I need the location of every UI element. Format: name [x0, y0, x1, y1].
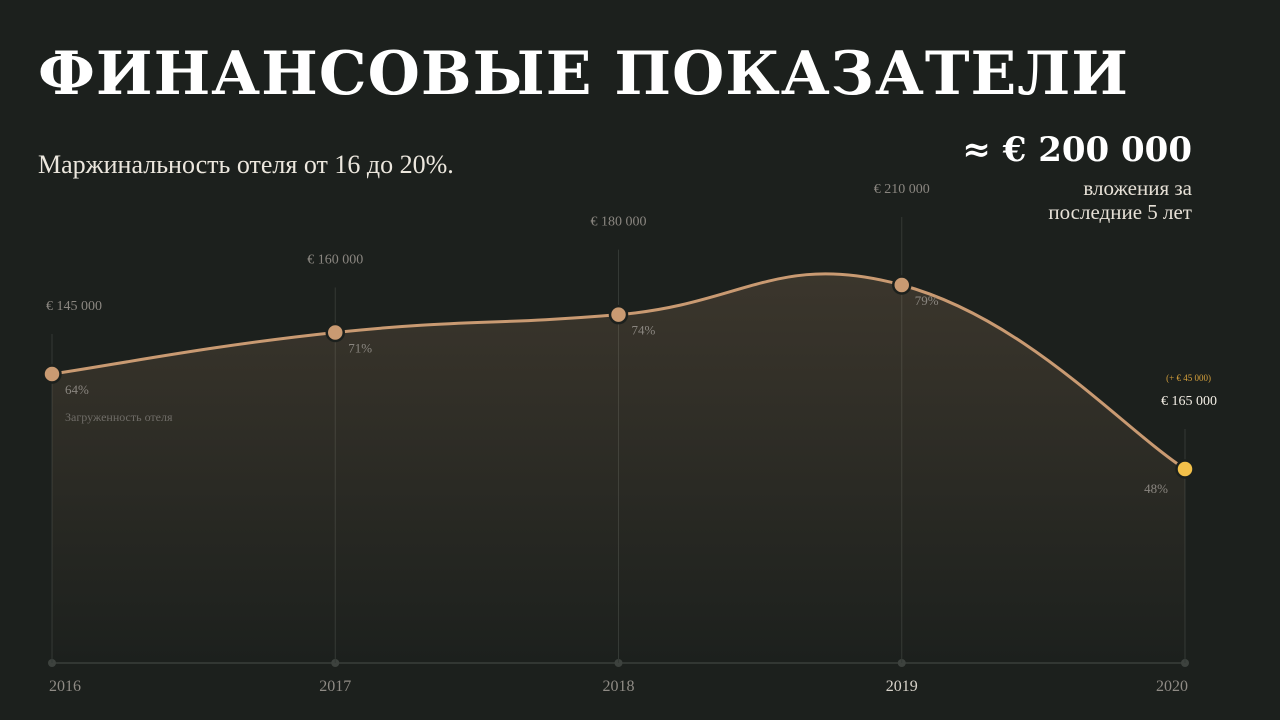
investment-caption: вложения за последние 5 лет: [1048, 176, 1192, 224]
data-point: [892, 275, 912, 295]
data-point: [325, 322, 345, 343]
x-tick-label: 2018: [603, 678, 635, 695]
value-label: 74%: [632, 323, 656, 338]
value-label: 79%: [915, 293, 939, 308]
revenue-label: € 145 000: [46, 299, 102, 314]
x-tick-label: 2017: [319, 678, 351, 695]
x-tick-label: 2016: [49, 678, 81, 695]
investment-amount: ≈ € 200 000: [962, 130, 1192, 170]
revenue-label: € 160 000: [307, 252, 363, 267]
margin-subtitle: Маржинальность отеля от 16 до 20%.: [38, 150, 454, 179]
value-label: 64%: [65, 382, 89, 397]
revenue-label: € 180 000: [591, 215, 647, 230]
occupancy-line: [51, 272, 1186, 471]
x-tick-label: 2020: [1156, 678, 1188, 695]
series-label: Загруженность отеля: [65, 410, 173, 424]
page-title: ФИНАНСОВЫЕ ПОКАЗАТЕЛИ: [38, 39, 1129, 109]
value-label: 71%: [348, 340, 372, 355]
value-label: 48%: [1144, 481, 1168, 496]
occupancy-area: [52, 273, 1185, 663]
x-tick-label: 2019: [886, 678, 918, 695]
data-point: [42, 364, 62, 384]
data-point: [608, 304, 629, 325]
delta-annotation: (+ € 45 000): [1166, 373, 1211, 383]
investment-block: ≈ € 200 000 вложения за последние 5 лет: [962, 128, 1192, 224]
data-point: [1175, 459, 1195, 479]
revenue-label: € 165 000: [1161, 394, 1217, 409]
revenue-label: € 210 000: [874, 182, 930, 197]
